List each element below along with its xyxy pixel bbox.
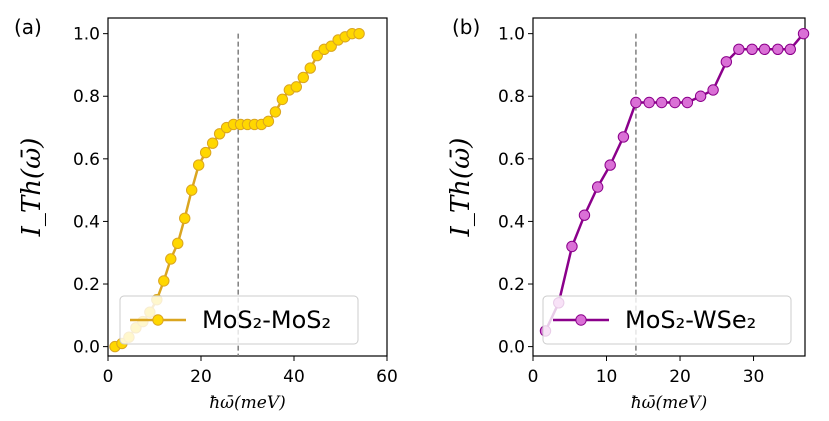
x-tick-label: 60 (376, 367, 398, 387)
legend-marker (575, 314, 587, 326)
data-point (694, 90, 707, 102)
legend-label: MoS₂-WSe₂ (625, 306, 756, 334)
y-tick-label: 0.4 (498, 212, 525, 232)
data-point (655, 96, 668, 109)
data-point (304, 62, 316, 74)
legend-marker (152, 314, 164, 326)
data-point (158, 275, 170, 287)
legend-box (542, 295, 792, 345)
data-point (353, 27, 365, 40)
data-point (192, 159, 205, 171)
data-point (591, 181, 604, 193)
x-tick-label: 40 (283, 367, 305, 387)
chart-panel-b: 0.0 0.2 0.4 0.6 0.8 1.0 0 10 20 30 MoS₂-WSe₂ ħω̄(me… (446, 15, 810, 413)
plot-frame (532, 17, 806, 357)
legend-box (119, 295, 359, 345)
data-point (165, 253, 177, 265)
data-point (772, 43, 784, 55)
chart-panel-a: 0.0 0.2 0.4 0.6 0.8 1.0 0 20 40 60 MoS₂-MoS₂ ħω̄(me… (14, 15, 398, 413)
x-tick-label: 20 (669, 367, 691, 387)
data-point (720, 56, 733, 68)
y-axis-label: I_Th(ω̄) (446, 138, 476, 238)
y-tick-label: 0.6 (73, 150, 100, 170)
data-point (707, 84, 719, 96)
x-tick-label: 30 (743, 367, 765, 387)
data-point (276, 93, 289, 106)
x-axis-label: ħω̄(meV) (209, 393, 286, 413)
data-point (669, 96, 681, 109)
series-line (544, 32, 805, 332)
y-tick-label: 0.2 (498, 275, 525, 295)
data-point (643, 96, 655, 109)
data-point (681, 96, 694, 109)
data-point (262, 115, 275, 127)
data-point (206, 137, 219, 149)
x-tick-label: 20 (190, 367, 212, 387)
data-point (290, 81, 303, 93)
data-point (297, 71, 309, 84)
y-tick-label: 0.8 (498, 87, 525, 107)
data-point (311, 49, 323, 62)
data-point (733, 43, 745, 55)
data-point (199, 146, 212, 159)
data-point (186, 184, 198, 196)
x-tick-label: 10 (596, 367, 618, 387)
y-tick-label: 1.0 (73, 25, 100, 45)
data-point (797, 27, 810, 40)
x-tick-label: 0 (528, 367, 539, 387)
plot-frame (107, 17, 388, 357)
y-tick-label: 0.0 (73, 338, 100, 358)
y-tick-label: 0.8 (73, 87, 100, 107)
data-point (213, 128, 226, 140)
y-tick-label: 0.2 (73, 275, 100, 295)
x-axis-label: ħω̄(meV) (631, 393, 708, 413)
y-tick-label: 0.0 (498, 338, 525, 358)
data-point (578, 209, 591, 221)
y-tick-label: 1.0 (498, 25, 525, 45)
data-point (172, 237, 184, 250)
legend-label: MoS₂-MoS₂ (202, 306, 331, 334)
data-point (617, 131, 630, 143)
panel-label: (a) (14, 15, 42, 39)
data-point (325, 40, 337, 52)
y-tick-label: 0.4 (73, 212, 100, 232)
data-point (746, 43, 758, 55)
y-tick-label: 0.6 (498, 150, 525, 170)
data-point (269, 106, 282, 118)
data-point (784, 43, 796, 55)
data-point (630, 96, 642, 109)
data-point (566, 240, 578, 253)
y-axis-label: I_Th(ω̄) (17, 138, 47, 238)
data-point (179, 212, 191, 224)
data-point (604, 159, 616, 171)
x-tick-label: 0 (103, 367, 114, 387)
panel-label: (b) (452, 15, 480, 39)
data-point (758, 43, 771, 55)
